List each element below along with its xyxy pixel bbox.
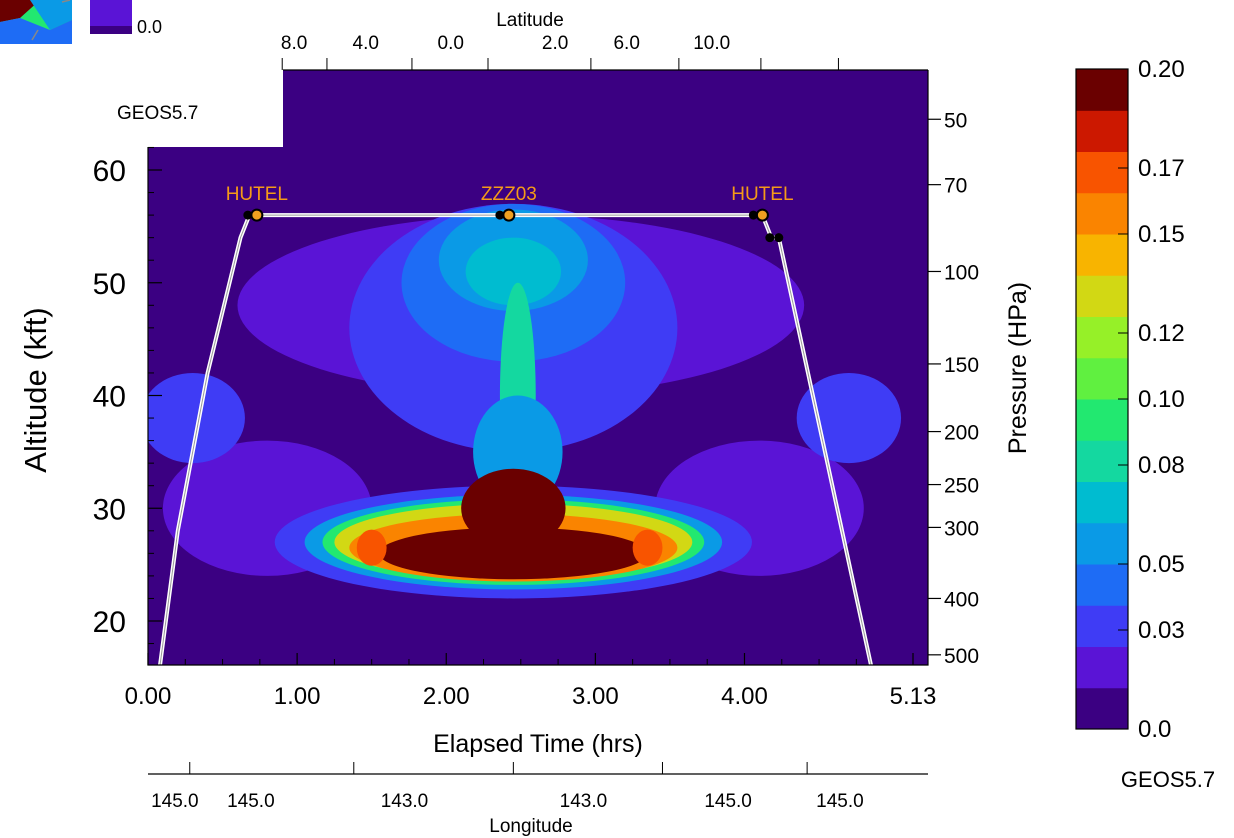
y-tick-label: 30 <box>93 493 126 526</box>
track-point <box>495 210 505 220</box>
pressure-axis-label: Pressure (HPa) <box>1004 282 1032 454</box>
x-tick-label: 5.13 <box>890 683 937 710</box>
colorbar-segment <box>1076 69 1128 111</box>
waypoint-marker <box>250 208 264 222</box>
colorbar-tick-label: 0.0 <box>1138 716 1171 743</box>
track-point <box>765 233 775 243</box>
pressure-tick-label: 70 <box>944 175 967 198</box>
model-label-plot: GEOS5.7 <box>117 103 198 124</box>
colorbar-segment <box>1076 357 1128 400</box>
plot-frame <box>147 70 929 666</box>
colorbar-segment <box>1076 110 1128 152</box>
pressure-tick-label: 200 <box>944 422 979 445</box>
colorbar-segment <box>1076 481 1128 524</box>
y-tick-label: 60 <box>93 155 126 188</box>
latitude-tick-label: 4.0 <box>353 33 379 54</box>
colorbar-segment <box>1076 399 1128 441</box>
inset-legend-fragment <box>0 0 132 44</box>
colorbar-tick-label: 0.05 <box>1138 551 1185 578</box>
latitude-tick-label: 0.0 <box>438 33 464 54</box>
track-point <box>774 233 784 243</box>
x-tick-label: 2.00 <box>423 683 470 710</box>
longitude-tick-label: 145.0 <box>704 791 752 812</box>
heatmap-contour-region <box>356 529 387 566</box>
waypoint-markers: HUTEL ZZZ03 HUTEL <box>226 184 794 243</box>
longitude-tick-label: 145.0 <box>151 791 199 812</box>
x-tick-label: 0.00 <box>125 683 172 710</box>
bottom-axis-label: Longitude <box>489 816 572 837</box>
pressure-tick-label: 50 <box>944 109 967 132</box>
waypoint-label: HUTEL <box>731 184 793 205</box>
colorbar-tick-label: 0.10 <box>1138 386 1185 413</box>
pressure-tick-label: 400 <box>944 588 979 611</box>
y-tick-label: 20 <box>93 606 126 639</box>
heatmap-contour-region <box>632 529 663 566</box>
x-tick-label: 3.00 <box>572 683 619 710</box>
pressure-tick-label: 500 <box>944 645 979 668</box>
heatmap-contour-region <box>465 237 562 306</box>
longitude-tick-label: 145.0 <box>816 791 864 812</box>
colorbar-tick-label: 0.15 <box>1138 221 1185 248</box>
latitude-tick-label: 10.0 <box>693 33 730 54</box>
waypoint-marker <box>755 208 769 222</box>
colorbar-segment <box>1076 440 1128 482</box>
latitude-tick-label: 2.0 <box>542 33 568 54</box>
colorbar-segment <box>1076 192 1128 235</box>
colorbar-tick-label: 0.20 <box>1138 56 1185 83</box>
colorbar-segment <box>1076 646 1128 689</box>
pressure-tick-label: 250 <box>944 475 979 498</box>
inset-legend-min-label: 0.0 <box>137 17 162 37</box>
x-axis-label: Elapsed Time (hrs) <box>433 730 643 758</box>
longitude-tick-label: 145.0 <box>227 791 275 812</box>
pressure-tick-label: 300 <box>944 517 979 540</box>
waypoint-label: ZZZ03 <box>481 184 537 205</box>
waypoint-marker <box>502 208 516 222</box>
latitude-tick-label: 8.0 <box>281 33 307 54</box>
track-point <box>748 210 758 220</box>
axes: 0.00 1.00 2.00 3.00 4.00 5.13 20 30 40 50 60 50 70 10… <box>93 33 979 812</box>
model-label-colorbar: GEOS5.7 <box>1121 767 1215 792</box>
pressure-tick-label: 150 <box>944 354 979 377</box>
colorbar-segment <box>1076 522 1128 565</box>
colorbar-segment <box>1076 234 1128 276</box>
colorbar-segment <box>1076 564 1128 606</box>
longitude-tick-label: 143.0 <box>381 791 429 812</box>
latitude-tick-label: 6.0 <box>613 33 639 54</box>
heatmap-contour-region <box>379 527 648 580</box>
y-tick-label: 40 <box>93 381 126 414</box>
track-point <box>243 210 253 220</box>
colorbar-tick-label: 0.03 <box>1138 617 1185 644</box>
colorbar-segment <box>1076 316 1128 359</box>
x-tick-label: 1.00 <box>274 683 321 710</box>
colorbar-segment <box>1076 687 1128 730</box>
heatmap-contour-region <box>461 468 566 548</box>
y-axis-label: Altitude (kft) <box>18 307 53 472</box>
colorbar-tick-label: 0.12 <box>1138 320 1185 347</box>
top-axis-label: Latitude <box>496 10 564 31</box>
colorbar: 0.20 0.17 0.15 0.12 0.10 0.08 0.05 0.03 0.0 <box>1075 56 1185 743</box>
longitude-tick-label: 143.0 <box>560 791 608 812</box>
x-tick-label: 4.00 <box>721 683 768 710</box>
pressure-tick-label: 100 <box>944 261 979 284</box>
y-tick-label: 50 <box>93 268 126 301</box>
colorbar-segment <box>1076 275 1128 317</box>
heatmap-field <box>148 70 928 665</box>
colorbar-segment <box>1076 151 1128 194</box>
colorbar-tick-label: 0.17 <box>1138 155 1185 182</box>
waypoint-label: HUTEL <box>226 184 288 205</box>
colorbar-tick-label: 0.08 <box>1138 452 1185 479</box>
heatmap-contour-region <box>148 372 245 464</box>
colorbar-segment <box>1076 605 1128 647</box>
